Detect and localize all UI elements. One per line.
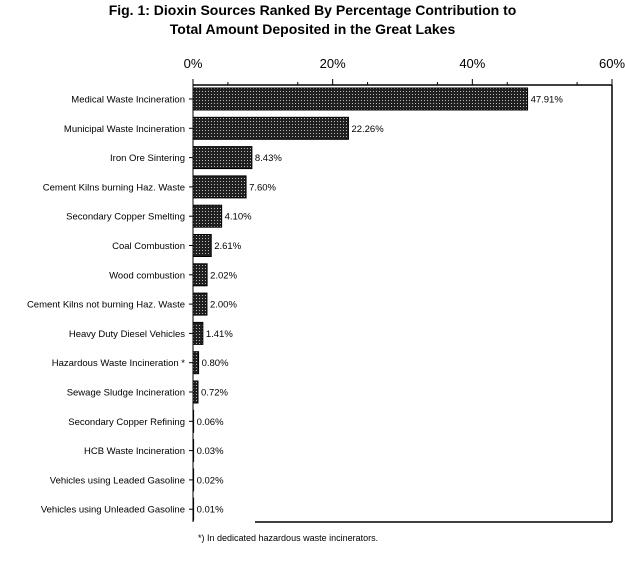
category-label: Vehicles using Unleaded Gasoline [41, 505, 185, 516]
chart-title-line-1: Fig. 1: Dioxin Sources Ranked By Percent… [108, 2, 517, 18]
x-tick-label: 60% [599, 56, 625, 71]
category-label: Wood combustion [109, 270, 185, 281]
chart-title-line-2: Total Amount Deposited in the Great Lake… [169, 21, 456, 37]
category-label: Secondary Copper Refining [68, 417, 185, 428]
bar [192, 380, 199, 404]
bar [192, 146, 253, 170]
data-label: 0.03% [197, 446, 224, 457]
data-label: 22.26% [351, 124, 384, 135]
data-label: 7.60% [249, 182, 276, 193]
category-label: Iron Ore Sintering [110, 153, 185, 164]
category-label: Secondary Copper Smelting [66, 212, 185, 223]
category-label: Municipal Waste Incineration [64, 124, 185, 135]
category-label: HCB Waste Incineration [84, 446, 185, 457]
bar [192, 204, 223, 228]
category-label: Heavy Duty Diesel Vehicles [69, 329, 185, 340]
data-label: 4.10% [225, 212, 252, 223]
bar [192, 292, 208, 316]
x-tick-label: 20% [320, 56, 346, 71]
bar [192, 468, 195, 492]
data-label: 0.06% [197, 417, 224, 428]
category-label: Coal Combustion [112, 241, 185, 252]
data-label: 47.91% [531, 95, 564, 106]
category-label: Medical Waste Incineration [71, 95, 185, 106]
bar [192, 439, 195, 463]
bar [192, 234, 212, 257]
x-tick-label: 40% [459, 56, 485, 71]
data-label: 2.61% [214, 241, 241, 252]
category-label: Cement Kilns not burning Haz. Waste [27, 300, 185, 311]
bar [192, 351, 200, 375]
data-label: 2.02% [210, 270, 237, 281]
data-label: 0.80% [202, 358, 229, 369]
category-label: Hazardous Waste Incineration * [52, 358, 186, 369]
data-label: 0.01% [197, 505, 224, 516]
data-label: 1.41% [206, 329, 233, 340]
bar [192, 409, 195, 433]
category-label: Vehicles using Leaded Gasoline [50, 475, 185, 486]
bar [192, 175, 247, 199]
category-label: Sewage Sludge Incineration [67, 388, 185, 399]
data-label: 8.43% [255, 153, 282, 164]
bar [192, 497, 195, 521]
category-label: Cement Kilns burning Haz. Waste [43, 182, 185, 193]
footnote: *) In dedicated hazardous waste incinera… [198, 533, 379, 543]
bar [192, 321, 204, 345]
bar [192, 87, 529, 111]
data-label: 0.72% [201, 388, 228, 399]
x-tick-label: 0% [184, 56, 203, 71]
data-label: 2.00% [210, 300, 237, 311]
data-label: 0.02% [197, 475, 224, 486]
bar [192, 263, 208, 287]
bar [192, 116, 349, 140]
